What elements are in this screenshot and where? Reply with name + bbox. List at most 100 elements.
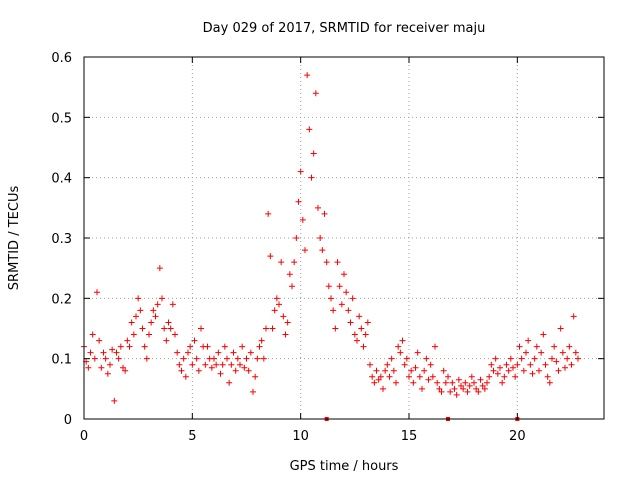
data-point: [250, 388, 256, 395]
data-point: [423, 355, 430, 362]
data-point: [243, 355, 250, 362]
data-point: [91, 355, 98, 362]
data-point: [380, 385, 386, 392]
data-point: [510, 364, 516, 371]
data-point: [221, 343, 228, 350]
data-point: [126, 343, 133, 350]
data-point: [373, 367, 380, 374]
data-point: [501, 373, 508, 380]
data-point: [503, 361, 510, 368]
data-point: [252, 373, 259, 380]
data-point: [289, 283, 295, 290]
data-point: [315, 204, 321, 211]
data-point: [568, 361, 575, 368]
data-point: [559, 349, 566, 356]
data-point: [202, 361, 209, 368]
data-point: [319, 247, 326, 254]
data-point: [546, 379, 553, 386]
data-point: [549, 355, 555, 362]
data-point: [263, 325, 269, 332]
x-tick-label: 10: [292, 429, 309, 444]
data-point: [536, 367, 542, 374]
data-point: [399, 337, 406, 344]
data-point: [538, 349, 545, 356]
data-point: [286, 271, 293, 278]
data-point: [421, 367, 428, 374]
data-point: [204, 343, 211, 350]
data-point: [542, 361, 549, 368]
data-point: [107, 361, 113, 368]
data-point: [280, 313, 287, 320]
data-point: [505, 367, 512, 374]
y-tick-label: 0.4: [51, 172, 72, 187]
data-point: [146, 331, 152, 338]
data-point: [455, 376, 462, 383]
data-point: [278, 259, 285, 266]
data-point: [364, 319, 371, 326]
data-point: [189, 361, 196, 368]
chart-title: Day 029 of 2017, SRMTID for receiver maj…: [203, 21, 486, 36]
data-point: [117, 343, 124, 350]
data-point: [453, 391, 460, 398]
data-point: [486, 373, 493, 380]
data-point: [386, 373, 393, 380]
data-point: [269, 325, 276, 332]
data-point: [256, 343, 263, 350]
data-point: [384, 361, 391, 368]
data-point: [527, 361, 534, 368]
data-point: [458, 382, 464, 389]
y-tick-label: 0.6: [51, 51, 72, 66]
data-point: [488, 361, 495, 368]
data-point: [122, 367, 129, 374]
data-point: [460, 385, 467, 392]
data-point: [408, 367, 415, 374]
data-point: [208, 364, 215, 371]
data-point: [85, 364, 92, 371]
data-point: [191, 337, 198, 344]
data-point: [89, 331, 96, 338]
data-point: [100, 349, 107, 356]
data-point: [393, 379, 399, 386]
data-point: [328, 295, 334, 302]
data-point: [211, 355, 217, 362]
data-point: [414, 349, 421, 356]
data-point: [310, 150, 317, 157]
data-point: [265, 210, 272, 217]
y-tick-label: 0: [64, 413, 72, 428]
data-point: [358, 325, 365, 332]
data-point: [150, 307, 157, 314]
data-point: [312, 90, 319, 97]
data-point: [514, 361, 521, 368]
data-point: [395, 343, 402, 350]
data-point: [317, 235, 324, 241]
x-tick-label: 5: [188, 429, 196, 444]
data-point: [111, 397, 118, 404]
data-point: [447, 388, 454, 395]
data-point: [130, 331, 137, 338]
data-point: [403, 355, 410, 362]
data-point: [215, 349, 222, 356]
data-point: [445, 373, 451, 380]
data-point: [371, 379, 378, 386]
data-point: [325, 283, 332, 290]
data-point: [484, 379, 490, 386]
data-point: [570, 313, 577, 320]
data-point: [133, 313, 139, 320]
data-point: [174, 349, 181, 356]
data-point: [341, 271, 347, 278]
data-point: [338, 301, 345, 308]
data-point: [143, 355, 150, 362]
data-point: [529, 370, 536, 377]
data-point: [260, 355, 267, 362]
data-point: [321, 210, 328, 217]
data-point: [293, 235, 300, 241]
data-point: [323, 259, 330, 266]
data-point: [412, 364, 419, 371]
data-point: [544, 373, 551, 380]
data-point: [98, 364, 105, 371]
data-point: [427, 361, 434, 368]
data-point: [336, 283, 343, 290]
data-point: [442, 379, 449, 386]
data-point: [128, 319, 135, 326]
